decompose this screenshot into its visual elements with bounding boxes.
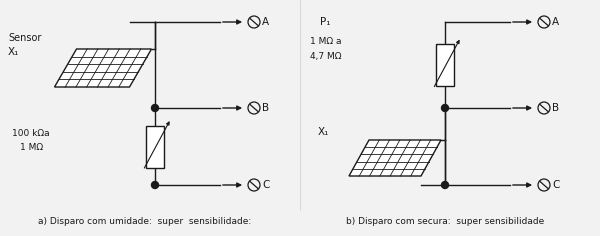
Text: 4,7 MΩ: 4,7 MΩ	[310, 52, 341, 62]
Text: a) Disparo com umidade:  super  sensibilidade:: a) Disparo com umidade: super sensibilid…	[38, 218, 251, 227]
Text: Sensor: Sensor	[8, 33, 41, 43]
Text: A: A	[552, 17, 559, 27]
Circle shape	[442, 105, 449, 111]
Circle shape	[151, 105, 158, 111]
Text: C: C	[262, 180, 269, 190]
Polygon shape	[55, 49, 151, 87]
Text: B: B	[262, 103, 269, 113]
Text: b) Disparo com secura:  super sensibilidade: b) Disparo com secura: super sensibilida…	[346, 218, 544, 227]
Circle shape	[151, 181, 158, 189]
Text: P₁: P₁	[320, 17, 331, 27]
Text: X₁: X₁	[318, 127, 329, 137]
Text: X₁: X₁	[8, 47, 19, 57]
Bar	[436, 44, 454, 86]
Bar	[146, 126, 164, 168]
Text: B: B	[552, 103, 559, 113]
Text: 1 MΩ: 1 MΩ	[20, 143, 43, 152]
Text: 1 MΩ a: 1 MΩ a	[310, 38, 341, 46]
Text: 100 kΩa: 100 kΩa	[12, 128, 50, 138]
Circle shape	[442, 181, 449, 189]
Text: A: A	[262, 17, 269, 27]
Polygon shape	[349, 140, 441, 176]
Text: C: C	[552, 180, 559, 190]
